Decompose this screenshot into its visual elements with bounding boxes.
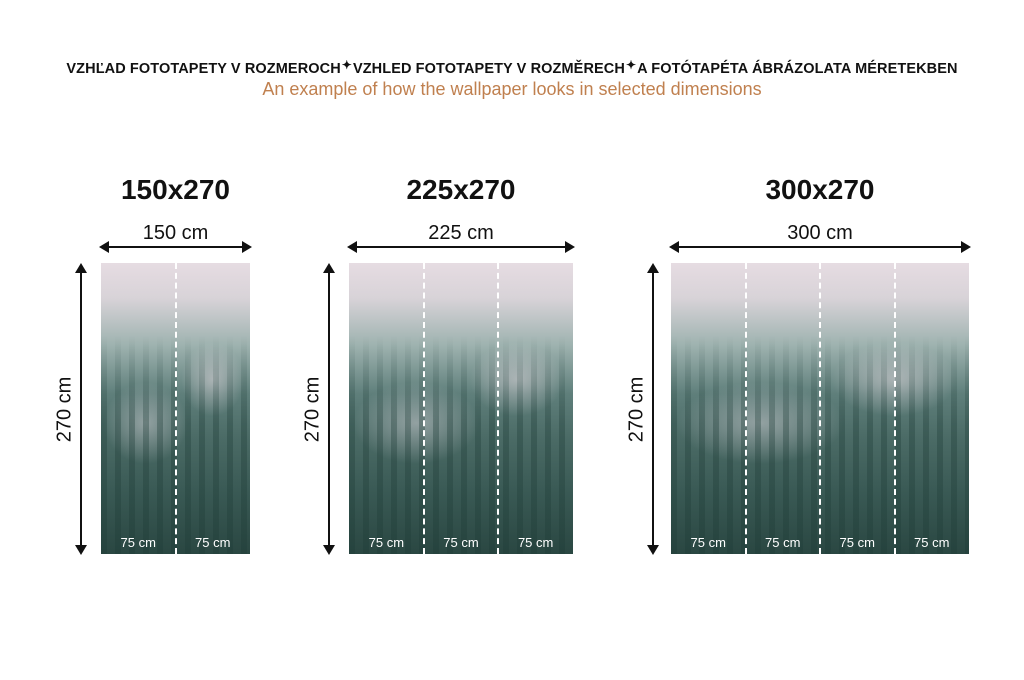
height-arrow [323, 263, 335, 555]
width-arrow [669, 241, 971, 253]
width-label: 225 cm [428, 222, 494, 244]
height-arrow [647, 263, 659, 555]
header-cz: VZHLED FOTOTAPETY V ROZMĚRECH [352, 61, 625, 77]
height-label: 270 cm [625, 376, 648, 443]
segment-width-label: 75 cm [120, 535, 156, 550]
segment-width-label: 75 cm [195, 535, 231, 550]
segment-width-label: 75 cm [443, 535, 479, 550]
panel-title: 225x270 [406, 174, 516, 205]
height-arrow [75, 263, 87, 555]
panel-divider [893, 263, 896, 554]
segment-width-label: 75 cm [368, 535, 405, 550]
width-label: 150 cm [142, 222, 209, 244]
width-label: 300 cm [787, 222, 853, 244]
segment-width-label: 75 cm [517, 535, 554, 550]
panel-title: 300x270 [765, 174, 875, 205]
header-sk: VZHĽAD FOTOTAPETY V ROZMEROCH [66, 61, 341, 77]
panel-divider [174, 263, 177, 554]
width-arrow [99, 241, 252, 253]
wallpaper-preview: 75 cm 75 cm 75 cm 75 cm [671, 263, 969, 554]
panel-divider [744, 263, 747, 554]
width-arrow [347, 241, 575, 253]
subtitle: An example of how the wallpaper looks in… [262, 79, 762, 99]
height-label: 270 cm [301, 376, 324, 443]
forest-image [349, 335, 573, 554]
segment-width-label: 75 cm [765, 535, 801, 550]
segment-width-label: 75 cm [839, 535, 875, 550]
segment-width-label: 75 cm [914, 535, 950, 550]
header-title: VZHĽAD FOTOTAPETY V ROZMEROCH✦VZHLED FOT… [0, 58, 1024, 77]
panel-divider [422, 263, 425, 554]
wallpaper-preview: 75 cm 75 cm 75 cm [349, 263, 573, 554]
panel-divider [819, 263, 821, 554]
sparkle-icon: ✦ [625, 58, 637, 72]
height-label: 270 cm [53, 376, 76, 443]
wallpaper-preview: 75 cm 75 cm [101, 263, 250, 554]
header-hu: A FOTÓTAPÉTA ÁBRÁZOLATA MÉRETEKBEN [637, 61, 958, 77]
panel-divider [497, 263, 500, 554]
sparkle-icon: ✦ [341, 58, 352, 72]
panel-title: 150x270 [120, 174, 230, 205]
segment-width-label: 75 cm [690, 535, 726, 550]
